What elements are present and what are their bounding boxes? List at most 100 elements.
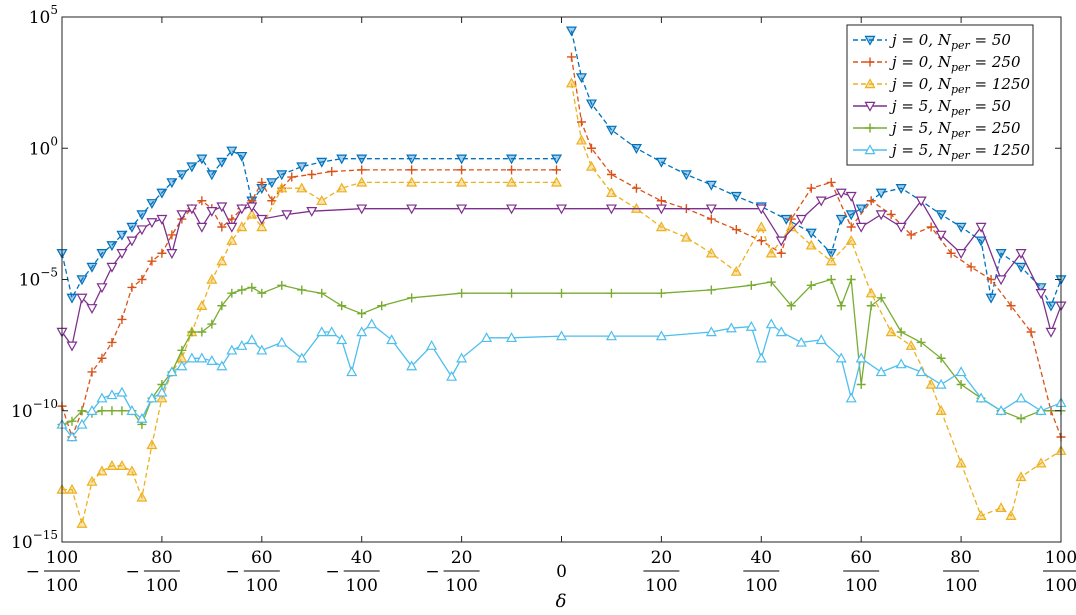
series-1-point-58	[1045, 301, 1057, 312]
series-2-point-25	[307, 170, 317, 179]
series-6-point-28	[356, 326, 368, 337]
series-4-point-5	[96, 283, 108, 294]
series-2-point-11	[157, 248, 167, 258]
series-6-point-20	[246, 334, 258, 345]
series-6-point-49	[845, 392, 857, 403]
series-3-point-3	[76, 517, 88, 528]
series-5-point-13	[177, 345, 187, 355]
series-4-point-36	[835, 188, 847, 199]
series-1-point-5	[96, 249, 108, 259]
series-6-point-44	[765, 318, 777, 329]
series-1-point-53	[975, 236, 987, 247]
series-3-point-25	[336, 182, 348, 193]
series-3-point-55	[1015, 471, 1027, 482]
series-3-point-26	[356, 176, 368, 187]
series-6-point-37	[555, 330, 568, 341]
series-6-point-48	[835, 352, 847, 363]
series-6-point-50	[855, 352, 867, 363]
series-5-point-18	[227, 288, 237, 298]
series-5-point-3	[77, 406, 87, 416]
series-5-point-26	[357, 309, 367, 319]
series-5-point-2	[67, 416, 77, 426]
series-6-point-18	[226, 344, 238, 355]
x-tick-denominator: 100	[146, 576, 178, 596]
series-1-point-27	[356, 154, 368, 165]
series-4-point-33	[775, 236, 787, 247]
series-5-point-27	[377, 301, 387, 311]
series-6-point-11	[156, 386, 168, 397]
series-5-point-33	[656, 288, 666, 298]
series-3-point-27	[406, 176, 418, 187]
series-3-point-15	[196, 300, 208, 310]
series-3-point-22	[276, 182, 288, 193]
series-2-point-7	[117, 314, 127, 324]
x-tick-numerator: 60	[251, 548, 273, 568]
series-6-point-21	[256, 344, 268, 355]
series-2-point-8	[127, 282, 137, 292]
series-1-point-2	[66, 293, 78, 304]
series-4-point-43	[955, 249, 967, 259]
series-5-point-34	[706, 285, 716, 295]
series-6-point-40	[705, 326, 717, 337]
series-1-point-32	[565, 26, 578, 37]
legend-marker	[865, 57, 875, 67]
series-4-point-30	[655, 204, 667, 215]
x-tick-denominator: 100	[1045, 576, 1076, 596]
series-2-point-51	[946, 248, 956, 258]
series-4-point-25	[406, 204, 418, 215]
series-6	[56, 318, 1067, 442]
series-3-point-41	[765, 247, 777, 258]
series-5-point-7	[117, 406, 127, 416]
series-2-point-34	[586, 143, 596, 153]
series-3-point-53	[995, 502, 1007, 513]
series-6-point-47	[815, 334, 827, 345]
series-4-point-23	[306, 206, 318, 217]
series-2-point-41	[756, 236, 766, 246]
series-4-point-12	[166, 249, 178, 259]
series-6-point-23	[296, 352, 308, 363]
series-4-point-17	[216, 202, 228, 213]
x-tick-numerator: 100	[1045, 548, 1076, 568]
series-2-point-17	[217, 222, 227, 232]
series-4-point-3	[76, 293, 88, 304]
series-2-point-52	[966, 262, 976, 272]
series-4-point-24	[356, 204, 368, 215]
x-tick-sign: −	[425, 562, 439, 582]
series-2-point-31	[552, 165, 562, 175]
series-3-point-8	[126, 465, 138, 476]
series-6-point-22	[276, 336, 288, 347]
series-3-point-7	[116, 460, 128, 470]
x-tick-denominator: 100	[445, 576, 477, 596]
series-4-point-32	[755, 204, 767, 215]
series-2-point-15	[197, 196, 207, 206]
series-2-point-12	[167, 230, 177, 240]
series-4-point-8	[126, 236, 138, 247]
series-5-point-16	[207, 319, 217, 329]
series-5-point-37	[786, 301, 796, 311]
series-5-point-30	[507, 288, 517, 298]
series-6-point-52	[895, 358, 907, 369]
series-2-point-46	[846, 222, 856, 232]
x-tick-numerator: 20	[451, 548, 473, 568]
x-tick-denominator: 100	[46, 576, 78, 596]
series-2-point-27	[357, 165, 367, 175]
series-3-point-11	[156, 392, 168, 403]
series-2-point-33	[576, 117, 586, 127]
series-2-point-6	[107, 337, 117, 347]
series-3-point-36	[655, 221, 667, 232]
series-1-point-4	[86, 262, 98, 273]
series-2-point-32	[566, 52, 576, 62]
x-tick-denominator: 100	[945, 576, 977, 596]
x-tick-sign: −	[226, 562, 240, 582]
series-1-point-26	[336, 154, 348, 165]
series-4-point-44	[975, 222, 987, 233]
series-1-point-39	[705, 180, 717, 191]
series-3-point-30	[550, 176, 563, 187]
series-6-point-6	[106, 389, 118, 400]
series-5-point-22	[277, 280, 287, 290]
series-3-point-19	[236, 221, 248, 232]
legend-label: j = 5, Nper = 250	[889, 119, 1021, 140]
series-5-point-43	[866, 301, 876, 311]
